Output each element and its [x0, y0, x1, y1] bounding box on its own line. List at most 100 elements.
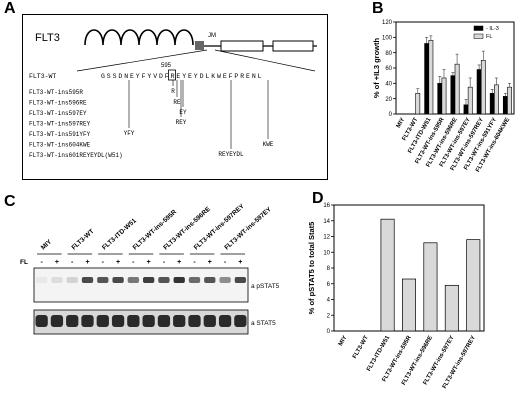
pstat5-band — [173, 277, 185, 283]
legend-label: FL — [486, 34, 492, 40]
lane-label: FLT3-WT — [71, 228, 96, 251]
jm-label: JM — [208, 33, 216, 39]
tm-domain — [195, 41, 204, 50]
stat5-band — [35, 315, 48, 327]
y-tick-label: 2 — [327, 313, 331, 319]
y-tick-label: 14 — [323, 219, 330, 225]
insertion-label: R — [171, 88, 175, 95]
bar — [415, 93, 421, 115]
construct-label: FLT3-WT-ins591YFY — [29, 131, 91, 138]
stat5-band — [203, 315, 216, 327]
pstat5-band — [188, 277, 201, 283]
bar — [444, 284, 459, 332]
bar — [489, 93, 495, 115]
panel-letter-d: D — [312, 190, 324, 207]
wt-sequence: GSSDNEYFYVDFREYEYDLKWEFPRENL — [101, 73, 263, 80]
construct-list: FLT3-WT-ins595R FLT3-WT-ins596RE FLT3-WT-i… — [29, 89, 123, 159]
pstat5-band — [158, 277, 170, 283]
insertion-label: REYEYDL — [218, 151, 244, 158]
pstat5-band — [112, 277, 124, 283]
insertion-label: YFY — [124, 130, 135, 137]
legend-swatch — [473, 25, 484, 31]
stat5-band — [81, 315, 94, 327]
extracellular-domain-loops — [84, 29, 194, 46]
bar — [454, 63, 460, 115]
y-tick-label: 10 — [323, 250, 330, 256]
blot1-label: a pSTAT5 — [251, 283, 280, 290]
bar — [423, 242, 438, 332]
bar — [380, 218, 395, 332]
pstat5-band — [51, 277, 63, 283]
construct-label: FLT3-WT-ins595R — [29, 89, 83, 96]
plus-label: + — [85, 259, 89, 266]
y-tick-label: 6 — [327, 282, 331, 288]
pstat5-band — [97, 277, 109, 283]
bar — [466, 239, 481, 332]
bar — [480, 60, 486, 115]
bar — [494, 84, 499, 115]
pstat5-band — [204, 277, 216, 283]
y-tick-label: 8 — [327, 266, 331, 272]
stat5-band — [127, 315, 140, 327]
insertion-label: REY — [176, 119, 187, 126]
insertion-markers: R RE EY REY YFY KWE REYEYDL — [124, 80, 274, 158]
y-tick-label: 80 — [385, 51, 392, 57]
stat5-band — [218, 315, 232, 327]
bar — [507, 86, 512, 115]
construct-label: FLT3-WT-ins597REY — [29, 121, 91, 128]
pstat5-band — [81, 277, 94, 283]
bar — [437, 83, 443, 115]
wt-label: FLT3-WT — [29, 73, 56, 80]
pstat5-band — [36, 277, 48, 283]
position-box — [168, 69, 176, 81]
pstat5-band — [143, 277, 155, 283]
minus-label: - — [40, 259, 43, 266]
y-tick-label: 100 — [382, 36, 393, 42]
panel-letter-b: B — [372, 0, 384, 17]
y-tick-label: 40 — [385, 82, 392, 88]
minus-label: - — [163, 259, 166, 266]
chart-d: 0 2 4 6 8 10 12 14 16 % of pSTAT5 to total Stat5 M… — [307, 203, 485, 390]
construct-label: FLT3-WT-ins604KWE — [29, 142, 91, 149]
pstat5-band — [234, 277, 246, 283]
blot2-label: a STAT5 — [251, 320, 276, 327]
minus-label: - — [71, 259, 74, 266]
stat5-band — [111, 315, 125, 327]
bar — [467, 86, 473, 115]
x-tick-label: FLT3-WT — [352, 335, 370, 360]
western-blot: MIY- +FLT3-WT- +FLT3-ITD-W51- +FLT3-WT-ins-… — [20, 202, 280, 335]
fl-label: FL — [20, 259, 28, 266]
stat5-band — [142, 315, 155, 327]
insertion-label: KWE — [263, 141, 274, 148]
minus-label: - — [224, 259, 227, 266]
construct-label: FLT3-WT-ins597EY — [29, 110, 87, 117]
plus-label: + — [116, 259, 120, 266]
bar — [502, 96, 508, 115]
kinase-domain-2 — [272, 40, 314, 52]
stat5-band — [173, 315, 186, 327]
bar — [402, 278, 416, 332]
minus-label: - — [102, 259, 105, 266]
construct-label: FLT3-WT-ins601REYEYDL(W51) — [29, 152, 123, 159]
plus-label: + — [208, 259, 212, 266]
bar — [450, 75, 456, 115]
minus-label: - — [132, 259, 135, 266]
bar — [476, 69, 482, 115]
x-tick-label: MIY — [338, 335, 349, 347]
pstat5-band — [66, 277, 78, 283]
plus-label: + — [55, 259, 59, 266]
y-tick-label: 16 — [323, 203, 330, 209]
stat5-band — [157, 315, 171, 327]
y-tick-label: 4 — [327, 298, 331, 304]
stat5-band — [234, 315, 247, 327]
legend-swatch — [473, 33, 484, 39]
panel-letter-a: A — [4, 0, 16, 17]
plus-label: + — [177, 259, 181, 266]
x-tick-label: MIY — [396, 117, 407, 129]
y-tick-label: 20 — [385, 97, 392, 103]
insertion-label: RE — [173, 99, 181, 106]
stat5-band — [96, 315, 109, 327]
blot-pstat5 — [33, 267, 249, 303]
pstat5-band — [127, 277, 139, 283]
